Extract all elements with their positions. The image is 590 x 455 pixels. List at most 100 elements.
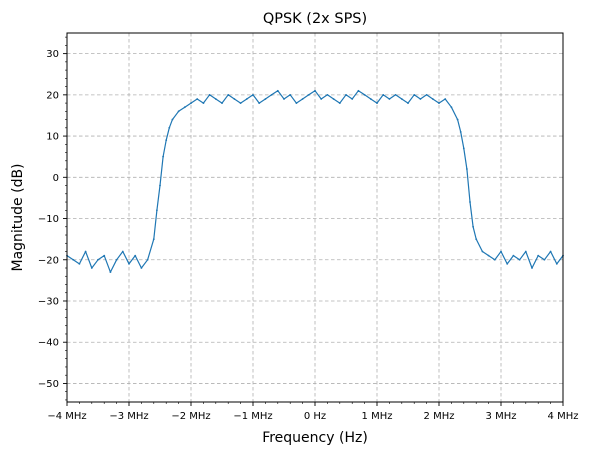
x-axis-label: Frequency (Hz): [262, 430, 368, 446]
data-point: [506, 262, 509, 265]
data-point: [537, 254, 540, 257]
data-point: [351, 98, 354, 100]
data-point: [208, 93, 211, 96]
data-point: [382, 93, 385, 96]
y-tick-label: 0: [53, 173, 59, 184]
y-tick-label: 30: [46, 49, 59, 60]
data-point: [472, 225, 474, 228]
data-point: [419, 98, 422, 100]
data-point: [78, 262, 81, 265]
data-point: [190, 102, 192, 104]
data-point: [72, 258, 75, 261]
data-point: [338, 102, 341, 104]
data-point: [549, 250, 552, 253]
y-tick-label: −10: [38, 214, 59, 225]
data-point: [270, 93, 273, 96]
data-point: [469, 201, 471, 203]
data-point: [450, 106, 453, 109]
data-point: [156, 209, 158, 212]
data-point: [90, 267, 93, 269]
x-tick-label: 1 MHz: [362, 411, 393, 422]
data-point: [456, 118, 459, 121]
data-point: [84, 250, 87, 253]
y-axis-label: Magnitude (dB): [10, 163, 26, 271]
data-point: [183, 106, 186, 109]
data-point: [196, 98, 199, 100]
data-point: [165, 139, 168, 142]
data-point: [475, 238, 478, 241]
data-point: [276, 89, 279, 92]
data-point: [301, 98, 304, 100]
data-point: [227, 93, 230, 96]
data-point: [121, 250, 124, 253]
data-point: [425, 93, 428, 96]
x-tick-label: 3 MHz: [486, 411, 517, 422]
data-point: [233, 98, 236, 100]
data-point: [168, 126, 171, 129]
data-point: [326, 93, 329, 96]
x-tick-label: 2 MHz: [424, 411, 455, 422]
data-point: [376, 102, 378, 104]
data-point: [345, 93, 347, 96]
data-point: [314, 89, 316, 92]
data-point: [531, 267, 533, 269]
data-point: [221, 102, 223, 104]
x-tick-label: 4 MHz: [548, 411, 579, 422]
y-tick-label: −30: [38, 296, 59, 307]
data-point: [493, 258, 496, 261]
data-point: [152, 238, 155, 241]
data-point: [400, 98, 403, 100]
data-point: [369, 98, 372, 100]
data-point: [245, 98, 248, 100]
data-point: [171, 118, 174, 121]
data-point: [134, 254, 137, 257]
data-point: [258, 102, 261, 104]
data-point: [459, 131, 462, 133]
data-point: [103, 254, 106, 257]
data-point: [388, 98, 391, 100]
data-point: [320, 98, 323, 100]
data-point: [295, 102, 298, 104]
data-point: [555, 262, 558, 265]
data-point: [394, 93, 397, 96]
y-tick-label: 20: [46, 90, 59, 101]
data-point: [289, 93, 292, 96]
data-point: [307, 93, 310, 96]
data-point: [481, 250, 484, 253]
data-point: [431, 98, 434, 100]
y-tick-label: −20: [38, 255, 59, 266]
data-point: [363, 93, 366, 96]
data-point: [252, 93, 254, 96]
data-point: [413, 93, 416, 96]
chart-title: QPSK (2x SPS): [263, 11, 367, 27]
data-point: [239, 102, 242, 104]
data-point: [264, 98, 267, 100]
data-point: [518, 258, 521, 261]
data-point: [97, 258, 99, 261]
data-point: [162, 155, 165, 158]
data-point: [444, 98, 447, 100]
data-point: [332, 98, 335, 100]
data-point: [214, 98, 217, 100]
x-tick-label: −3 MHz: [109, 411, 148, 422]
data-point: [146, 258, 149, 261]
data-point: [140, 267, 143, 269]
x-tick-label: −4 MHz: [47, 411, 86, 422]
data-point: [462, 147, 465, 150]
x-tick-label: −2 MHz: [171, 411, 210, 422]
data-point: [524, 250, 527, 253]
x-tick-label: −1 MHz: [233, 411, 272, 422]
y-tick-label: −40: [38, 338, 59, 349]
data-point: [487, 254, 490, 257]
ticks: −4 MHz −3 MHz −2 MHz −1 MHz 0 Hz 1 MHz 2 MHz 3 …: [38, 36, 579, 422]
y-tick-label: −50: [38, 379, 59, 390]
data-point: [283, 98, 285, 100]
plot-area: [66, 89, 564, 274]
data-point: [357, 89, 360, 92]
data-point: [159, 184, 161, 187]
data-point: [407, 102, 409, 104]
data-point: [500, 250, 502, 253]
data-point: [115, 258, 118, 261]
data-point: [466, 168, 468, 170]
